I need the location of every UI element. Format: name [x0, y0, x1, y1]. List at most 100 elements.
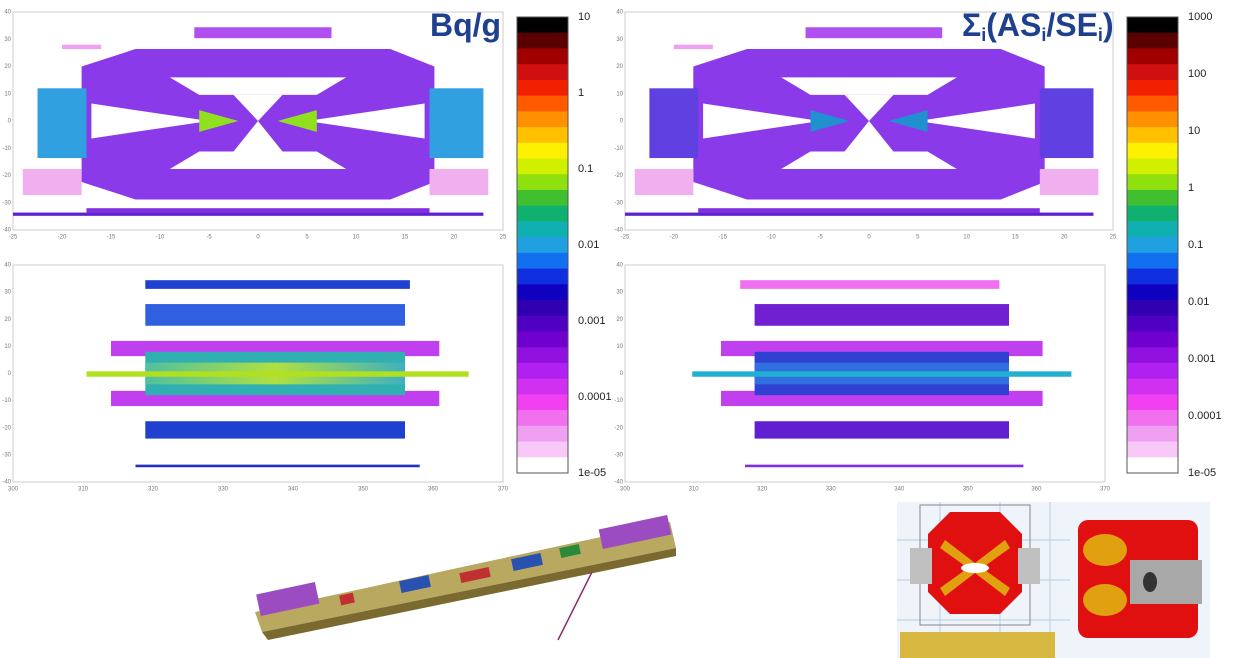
x-tick-label: 15: [402, 235, 409, 241]
x-tick-label: -25: [621, 235, 630, 241]
map-region: [430, 88, 484, 158]
x-tick-label: 25: [500, 235, 507, 241]
colorbar-step: [517, 394, 568, 410]
colorbar-label: 1: [1188, 182, 1194, 194]
x-tick-label: -15: [107, 235, 116, 241]
colorbar-step: [1127, 300, 1178, 316]
colorbar-step: [517, 237, 568, 253]
colorbar-step: [517, 96, 568, 112]
colorbar-step: [1127, 96, 1178, 112]
x-tick-label: 330: [218, 487, 229, 493]
x-tick-label: 0: [256, 235, 260, 241]
x-tick-label: 10: [353, 235, 360, 241]
y-tick-label: -40: [614, 480, 623, 486]
map-region: [755, 421, 1009, 438]
y-tick-label: -10: [2, 146, 11, 152]
y-tick-label: 40: [4, 10, 11, 16]
y-tick-label: 20: [616, 317, 623, 323]
y-tick-label: 0: [8, 119, 12, 125]
x-tick-label: 350: [963, 487, 974, 493]
colorbar-step: [1127, 143, 1178, 159]
y-tick-label: -30: [2, 200, 11, 206]
x-tick-label: 320: [757, 487, 768, 493]
x-tick-label: 300: [620, 487, 631, 493]
x-tick-label: 340: [288, 487, 299, 493]
colorbar-label: 0.0001: [578, 391, 612, 403]
map-cutout: [170, 77, 346, 94]
colorbar-step: [517, 190, 568, 206]
map-cutout: [170, 152, 346, 169]
x-tick-label: -20: [669, 235, 678, 241]
colorbar-step: [517, 174, 568, 190]
x-tick-label: 370: [498, 487, 509, 493]
x-tick-label: 5: [305, 235, 309, 241]
colorbar-label: 1e-05: [1188, 467, 1216, 479]
y-tick-label: -10: [614, 398, 623, 404]
colorbar-step: [517, 111, 568, 127]
colorbar-step: [517, 33, 568, 49]
colorbar-step: [1127, 174, 1178, 190]
colorbar-label: 10: [578, 11, 590, 23]
slide: -25-20-15-10-50510152025403020100-10-20-…: [0, 0, 1235, 658]
y-tick-label: -10: [2, 398, 11, 404]
colorbar-step: [1127, 17, 1178, 33]
map-region: [194, 27, 331, 38]
map-region: [145, 304, 405, 326]
colorbar-step: [1127, 347, 1178, 363]
colorbar-label: 0.001: [1188, 353, 1216, 365]
y-tick-label: 40: [616, 263, 623, 269]
magnet-image: [897, 502, 1210, 658]
x-tick-label: 15: [1012, 235, 1019, 241]
heatmap-plot: [13, 265, 503, 482]
colorbar-label: 0.1: [1188, 239, 1203, 251]
map-region: [87, 371, 469, 376]
y-tick-label: 10: [4, 344, 11, 350]
x-tick-label: 10: [963, 235, 970, 241]
y-tick-label: -20: [614, 173, 623, 179]
page: -25-20-15-10-50510152025403020100-10-20-…: [0, 0, 1235, 658]
heatmap-plot: [625, 12, 1113, 230]
x-tick-label: 300: [8, 487, 19, 493]
colorbar-step: [1127, 206, 1178, 222]
x-tick-label: 20: [1061, 235, 1068, 241]
x-tick-label: 350: [358, 487, 369, 493]
x-tick-label: 330: [826, 487, 837, 493]
title-text: ): [1103, 7, 1114, 43]
y-tick-label: -20: [2, 425, 11, 431]
map-region: [13, 213, 483, 216]
colorbar-label: 100: [1188, 68, 1206, 80]
x-tick-label: 0: [867, 235, 871, 241]
y-tick-label: 20: [616, 64, 623, 70]
heatmap-plot: [13, 12, 503, 230]
colorbar-step: [517, 442, 568, 458]
colorbar-step: [517, 48, 568, 64]
colorbar-step: [1127, 64, 1178, 80]
map-region: [635, 169, 694, 195]
colorbar-step: [517, 64, 568, 80]
colorbar-step: [517, 17, 568, 33]
colorbar-step: [1127, 379, 1178, 395]
colorbar-step: [1127, 48, 1178, 64]
y-tick-label: -10: [614, 146, 623, 152]
map-region: [136, 465, 420, 468]
x-tick-label: -5: [818, 235, 824, 241]
colorbar-step: [517, 80, 568, 96]
colorbar-step: [517, 363, 568, 379]
x-tick-label: 20: [451, 235, 458, 241]
y-tick-label: 0: [620, 371, 624, 377]
beamline-image: [255, 515, 676, 640]
title-text: Σ: [962, 7, 981, 43]
colorbar-label: 1: [578, 87, 584, 99]
colorbar-step: [517, 159, 568, 175]
map-region: [649, 88, 698, 158]
y-tick-label: 10: [4, 91, 11, 97]
colorbar-step: [1127, 80, 1178, 96]
x-tick-label: 340: [894, 487, 905, 493]
y-tick-label: 30: [4, 37, 11, 43]
colorbar-step: [1127, 316, 1178, 332]
map-cutout: [781, 77, 957, 94]
colorbar-step: [517, 284, 568, 300]
colorbar-step: [517, 143, 568, 159]
x-tick-label: 310: [78, 487, 89, 493]
colorbar-label: 0.01: [1188, 296, 1209, 308]
